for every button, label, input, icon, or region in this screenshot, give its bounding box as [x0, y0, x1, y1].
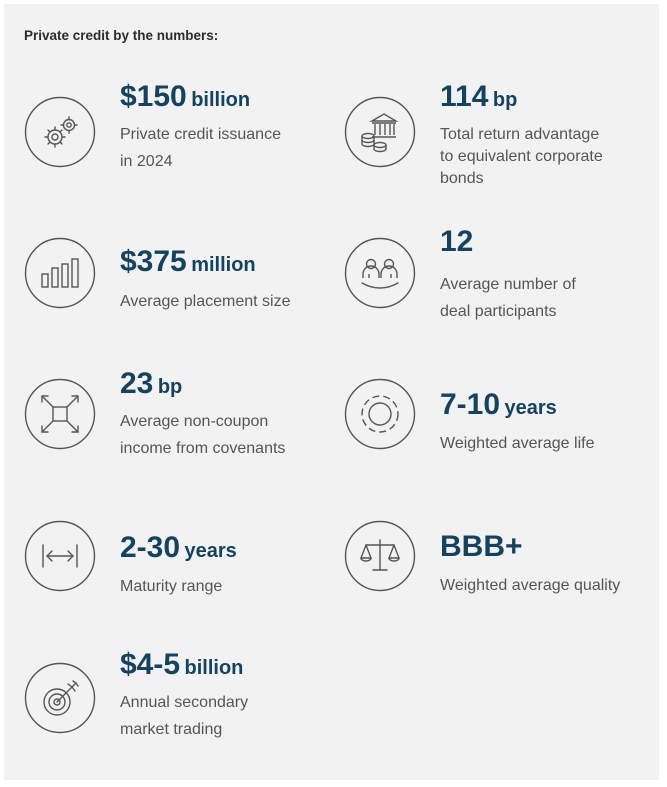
cross-arrows-icon	[24, 378, 96, 450]
stats-panel: Private credit by the numbers:	[4, 4, 659, 780]
stat-description-line: Maturity range	[120, 578, 223, 595]
stat-unit: billion	[191, 89, 251, 111]
stat-description-line: Private credit issuance	[120, 126, 281, 143]
stat-description-line: Weighted average life	[440, 435, 595, 452]
stat-value: 23	[120, 367, 154, 400]
stat-description-line: Annual secondary	[120, 694, 249, 711]
stat-value: BBB+	[440, 530, 523, 563]
stat-description-line: Average number of	[440, 276, 576, 293]
bank-coins-icon	[344, 96, 416, 168]
stat-description-line: market trading	[120, 721, 223, 738]
stat-description-line: bonds	[440, 170, 484, 187]
stat-description-line: income from covenants	[120, 440, 286, 457]
stat-value: 7-10	[440, 388, 501, 421]
bar-chart-icon	[24, 237, 96, 309]
stat-description-line: Average placement size	[120, 293, 291, 310]
stat-value: 2-30	[120, 531, 181, 564]
stat-unit: years	[504, 397, 557, 419]
scale-icon	[344, 520, 416, 592]
stat-unit: bp	[157, 376, 183, 398]
stat-value: 12	[440, 225, 474, 258]
stat-description-line: to equivalent corporate	[440, 148, 603, 165]
stat-value: 114	[440, 80, 489, 113]
stat-value: $375	[120, 245, 187, 278]
target-icon	[24, 662, 96, 734]
stat-unit: bp	[492, 89, 518, 111]
panel-heading: Private credit by the numbers:	[24, 28, 219, 43]
stat-description-line: Weighted average quality	[440, 577, 621, 594]
people-icon	[344, 237, 416, 309]
stat-description-line: Average non-coupon	[120, 413, 269, 430]
stat-value: $150	[120, 80, 187, 113]
stat-unit: billion	[184, 657, 244, 679]
stat-description-line: Total return advantage	[440, 126, 600, 143]
stat-description-line: deal participants	[440, 303, 557, 320]
stat-description-line: in 2024	[120, 153, 173, 170]
stat-unit: million	[191, 254, 256, 276]
range-arrow-icon	[24, 520, 96, 592]
gears-icon	[24, 96, 96, 168]
rings-icon	[344, 378, 416, 450]
stat-unit: years	[184, 540, 237, 562]
stat-value: $4-5	[120, 648, 181, 681]
